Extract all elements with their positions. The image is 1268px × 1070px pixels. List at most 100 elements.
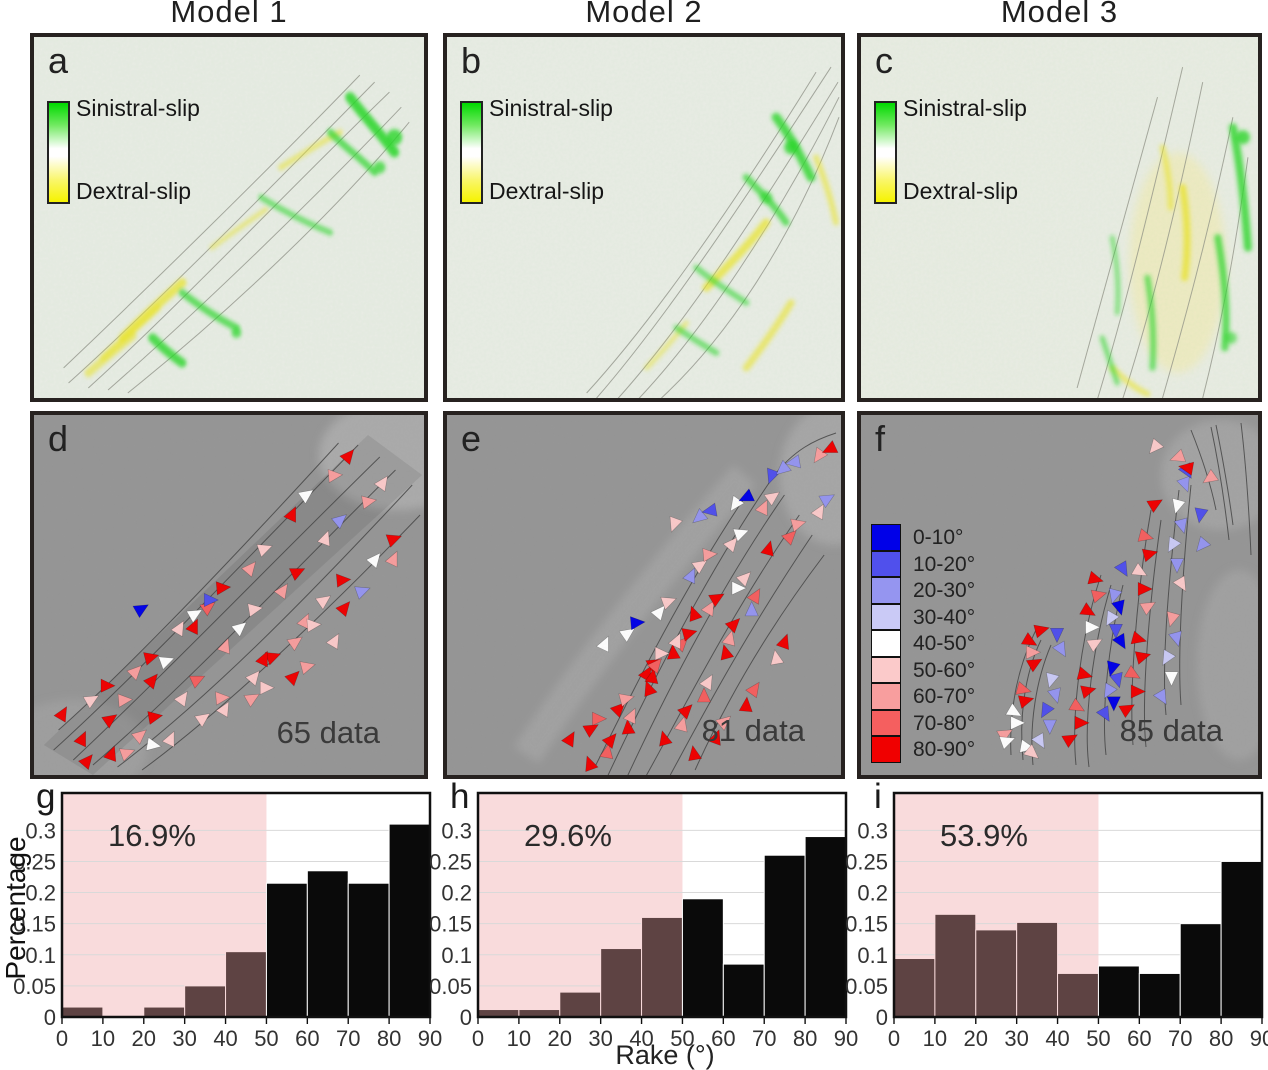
x-tick-label: 80 bbox=[793, 1026, 817, 1051]
histogram-bar bbox=[347, 882, 390, 1018]
panel-letter-c: c bbox=[875, 40, 893, 81]
panel-letter-h: h bbox=[450, 777, 470, 816]
x-tick-label: 50 bbox=[254, 1026, 278, 1051]
panel-letter-f: f bbox=[875, 418, 886, 459]
dextral-slip-label: Dextral-slip bbox=[76, 178, 192, 204]
rake-legend-swatch bbox=[871, 524, 901, 551]
y-tick-label: 0.15 bbox=[429, 912, 472, 937]
shaded-percentage-annotation: 53.9% bbox=[940, 818, 1028, 853]
rake-map-panel-d: d 65 data bbox=[30, 411, 428, 779]
slip-map-b-illustration bbox=[447, 37, 841, 398]
sinistral-slip-label: Sinistral-slip bbox=[76, 95, 200, 121]
panel-letter-a: a bbox=[48, 40, 69, 81]
rake-legend-swatch bbox=[871, 603, 901, 631]
histogram-bar bbox=[388, 823, 431, 1018]
x-tick-label: 80 bbox=[1209, 1026, 1233, 1051]
x-tick-label: 10 bbox=[91, 1026, 115, 1051]
rake-legend-label: 80-90° bbox=[913, 738, 976, 762]
histogram-bar bbox=[763, 854, 806, 1018]
x-tick-label: 30 bbox=[588, 1026, 612, 1051]
noise-overlay bbox=[447, 37, 841, 398]
y-tick-label: 0.05 bbox=[845, 974, 888, 999]
panel-letter-e: e bbox=[461, 418, 482, 459]
rake-legend-label: 40-50° bbox=[913, 632, 976, 656]
x-tick-label: 60 bbox=[1127, 1026, 1151, 1051]
y-tick-label: 0 bbox=[460, 1005, 472, 1030]
y-tick-label: 0.2 bbox=[441, 881, 472, 906]
rake-legend-label: 70-80° bbox=[913, 711, 976, 735]
noise-overlay bbox=[447, 415, 841, 775]
x-tick-label: 90 bbox=[834, 1026, 858, 1051]
y-tick-label: 0.25 bbox=[429, 849, 472, 874]
x-tick-label: 0 bbox=[888, 1026, 900, 1051]
x-tick-label: 90 bbox=[1250, 1026, 1268, 1051]
noise-overlay bbox=[34, 415, 424, 775]
x-tick-label: 40 bbox=[629, 1026, 653, 1051]
y-tick-label: 0.2 bbox=[857, 881, 888, 906]
rake-legend-row: 10-20° bbox=[871, 550, 976, 579]
x-axis-label: Rake (°) bbox=[615, 1040, 715, 1070]
x-tick-label: 0 bbox=[472, 1026, 484, 1051]
data-count-label: 81 data bbox=[701, 713, 805, 748]
rake-map-e-illustration bbox=[447, 415, 841, 775]
plot-border bbox=[60, 791, 432, 1019]
histogram-g: 0 10 20 30 40 50 60 70 80 90 0 0.05 0.1 0.15 0.2 0.25 0.… bbox=[13, 791, 442, 1051]
x-tick-label: 30 bbox=[1004, 1026, 1028, 1051]
rake-legend-swatch bbox=[871, 630, 901, 657]
histogram-bar bbox=[265, 882, 308, 1018]
x-tick-label: 70 bbox=[1168, 1026, 1192, 1051]
y-tick-label: 0.1 bbox=[857, 943, 888, 968]
x-tick-label: 90 bbox=[418, 1026, 442, 1051]
slip-colorbar bbox=[47, 101, 70, 204]
rake-map-f-illustration bbox=[861, 415, 1258, 775]
rake-map-d-illustration bbox=[34, 415, 424, 775]
histogram-bar bbox=[975, 929, 1018, 1018]
rake-legend-row: 80-90° bbox=[871, 736, 976, 764]
slip-map-panel-a: a Sinistral-slip Dextral-slip bbox=[30, 33, 428, 402]
panel-letter-i: i bbox=[874, 777, 882, 816]
rake-legend-swatch bbox=[871, 577, 901, 604]
histogram-bar bbox=[934, 913, 977, 1018]
y-tick-label: 0.25 bbox=[845, 849, 888, 874]
rake-legend-label: 10-20° bbox=[913, 552, 976, 576]
rake-legend-label: 0-10° bbox=[913, 526, 964, 550]
y-tick-label: 0 bbox=[44, 1005, 56, 1030]
rake-legend-swatch bbox=[871, 683, 901, 710]
x-tick-label: 50 bbox=[670, 1026, 694, 1051]
rake-legend-swatch bbox=[871, 709, 901, 737]
histogram-bar bbox=[1138, 972, 1181, 1018]
rake-legend-swatch bbox=[871, 656, 901, 684]
rake-map-panel-e: e 81 data bbox=[443, 411, 845, 779]
column-title-model-2: Model 2 bbox=[585, 0, 703, 29]
histogram-bar bbox=[184, 985, 227, 1018]
x-tick-label: 70 bbox=[336, 1026, 360, 1051]
panel-letter-d: d bbox=[48, 418, 69, 459]
rake-legend-label: 50-60° bbox=[913, 658, 976, 682]
rake-legend-row: 50-60° bbox=[871, 656, 976, 685]
histogram-bar bbox=[1057, 972, 1099, 1018]
shaded-percentage-annotation: 29.6% bbox=[524, 818, 612, 853]
noise-overlay bbox=[34, 37, 424, 398]
slip-colorbar bbox=[874, 101, 897, 204]
plot-border bbox=[892, 791, 1264, 1019]
rake-legend-row: 40-50° bbox=[871, 630, 976, 658]
histogram-bar bbox=[600, 948, 643, 1018]
y-tick-label: 0.05 bbox=[13, 974, 56, 999]
histogram-bar bbox=[1220, 860, 1263, 1018]
x-tick-label: 10 bbox=[923, 1026, 947, 1051]
panel-letter-b: b bbox=[461, 40, 482, 81]
x-tick-label: 70 bbox=[752, 1026, 776, 1051]
y-tick-label: 0.2 bbox=[25, 881, 56, 906]
rake-legend-row: 60-70° bbox=[871, 683, 976, 711]
shaded-percentage-annotation: 16.9% bbox=[108, 818, 196, 853]
histogram-bar bbox=[1016, 921, 1059, 1018]
histogram-bar bbox=[1097, 965, 1140, 1018]
x-tick-label: 60 bbox=[295, 1026, 319, 1051]
y-tick-label: 0.3 bbox=[857, 818, 888, 843]
x-tick-label: 40 bbox=[1045, 1026, 1069, 1051]
histogram-bar bbox=[681, 898, 724, 1018]
rake-legend-label: 60-70° bbox=[913, 685, 976, 709]
y-tick-label: 0.1 bbox=[25, 943, 56, 968]
y-tick-label: 0.05 bbox=[429, 974, 472, 999]
